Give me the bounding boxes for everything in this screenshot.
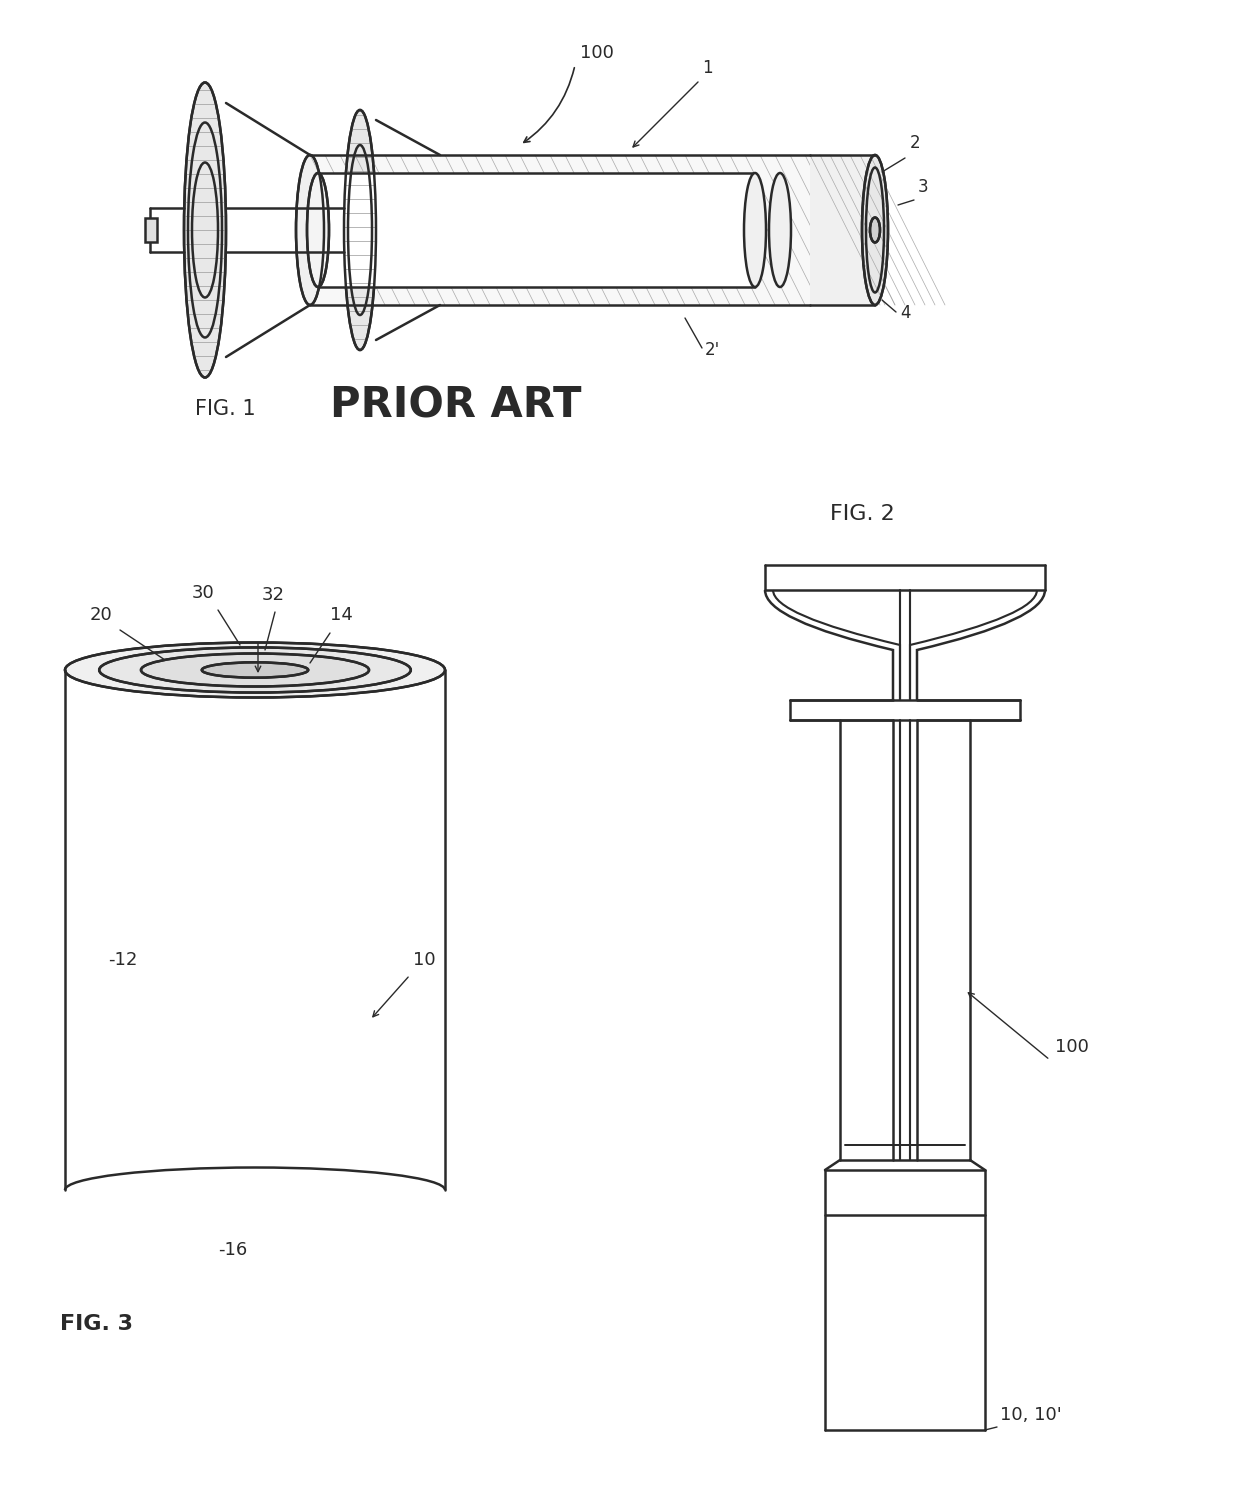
Ellipse shape <box>769 172 791 288</box>
Ellipse shape <box>343 109 376 351</box>
Text: 1: 1 <box>702 58 713 76</box>
Ellipse shape <box>308 172 329 288</box>
Text: 32: 32 <box>262 586 285 604</box>
Text: 20: 20 <box>91 607 113 625</box>
Ellipse shape <box>184 82 226 377</box>
Text: 2': 2' <box>706 342 720 360</box>
Text: FIG. 1: FIG. 1 <box>195 398 255 419</box>
Text: -16: -16 <box>218 1240 247 1258</box>
Ellipse shape <box>862 154 888 306</box>
Text: 10, 10': 10, 10' <box>999 1407 1061 1425</box>
Text: 10: 10 <box>413 951 435 969</box>
Ellipse shape <box>99 647 410 692</box>
Text: -12: -12 <box>108 951 138 969</box>
Text: 2: 2 <box>910 133 920 151</box>
Text: 30: 30 <box>192 584 215 602</box>
Bar <box>310 154 810 306</box>
Bar <box>810 154 875 306</box>
Ellipse shape <box>744 172 766 288</box>
Text: FIG. 3: FIG. 3 <box>60 1314 133 1335</box>
Text: 100: 100 <box>580 43 614 61</box>
Text: 3: 3 <box>918 178 929 196</box>
Ellipse shape <box>870 217 880 243</box>
Ellipse shape <box>64 643 445 698</box>
Ellipse shape <box>141 653 370 686</box>
Text: FIG. 2: FIG. 2 <box>830 503 895 524</box>
Bar <box>317 172 755 288</box>
Text: 4: 4 <box>900 304 910 322</box>
Text: 100: 100 <box>1055 1038 1089 1056</box>
Text: 14: 14 <box>330 607 353 625</box>
Ellipse shape <box>296 154 324 306</box>
Text: PRIOR ART: PRIOR ART <box>330 385 582 427</box>
Ellipse shape <box>202 662 309 677</box>
FancyBboxPatch shape <box>145 219 157 243</box>
